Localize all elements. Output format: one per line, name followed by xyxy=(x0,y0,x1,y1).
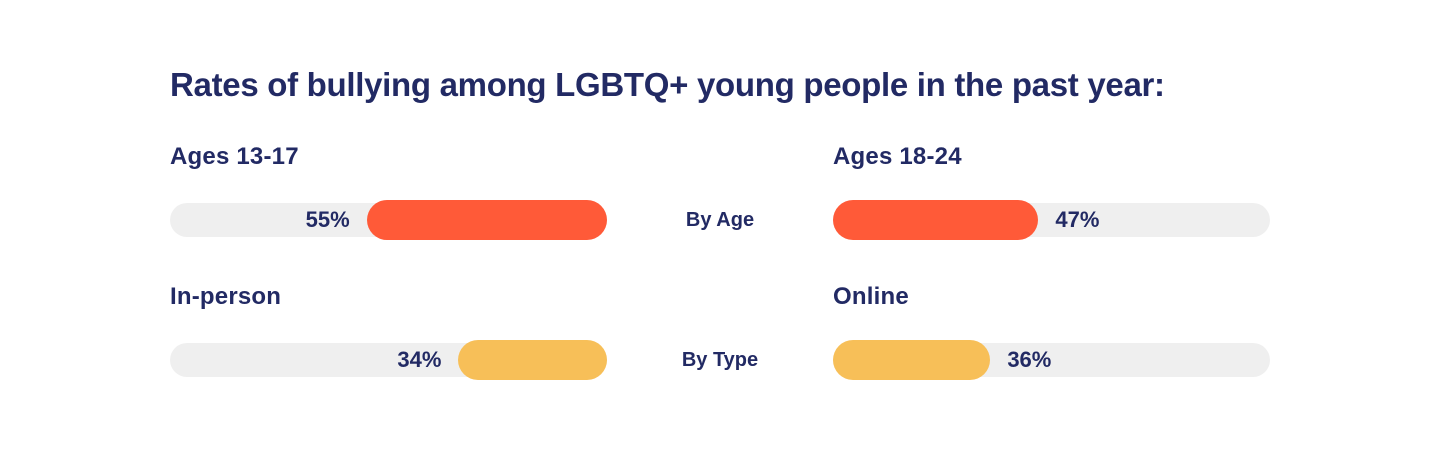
infographic-content: Rates of bullying among LGBTQ+ young peo… xyxy=(170,64,1270,381)
bar-label-ages-13-17: Ages 13-17 xyxy=(170,143,299,171)
group-label-by-type: By Type xyxy=(681,348,759,371)
bar-track-in-person: 34% xyxy=(170,340,607,381)
value-label-online: 36% xyxy=(1007,347,1052,373)
bar-label-in-person: In-person xyxy=(170,283,282,311)
bar-group-ages-13-17: Ages 13-17 55% xyxy=(170,143,607,241)
bar-track-ages-18-24: 47% xyxy=(833,200,1270,241)
bar-group-online: Online 36% xyxy=(833,283,1270,381)
bar-track-online: 36% xyxy=(833,340,1270,381)
bar-label-ages-18-24: Ages 18-24 xyxy=(833,143,962,171)
chart-grid: Ages 13-17 55% By Age Ages 18-24 47% In-… xyxy=(170,143,1270,381)
bar-group-ages-18-24: Ages 18-24 47% xyxy=(833,143,1270,241)
chart-title: Rates of bullying among LGBTQ+ young peo… xyxy=(170,66,1165,103)
bar-fill-in-person xyxy=(458,340,607,381)
bar-label-online: Online xyxy=(833,283,909,311)
bar-track-ages-13-17: 55% xyxy=(170,200,607,241)
bar-fill-ages-18-24 xyxy=(833,200,1039,241)
bar-fill-ages-13-17 xyxy=(366,200,607,241)
bar-fill-online xyxy=(833,340,991,381)
value-label-in-person: 34% xyxy=(397,347,442,373)
bar-group-in-person: In-person 34% xyxy=(170,283,607,381)
group-label-by-age: By Age xyxy=(685,208,755,231)
value-label-ages-18-24: 47% xyxy=(1055,207,1100,233)
value-label-ages-13-17: 55% xyxy=(305,207,350,233)
